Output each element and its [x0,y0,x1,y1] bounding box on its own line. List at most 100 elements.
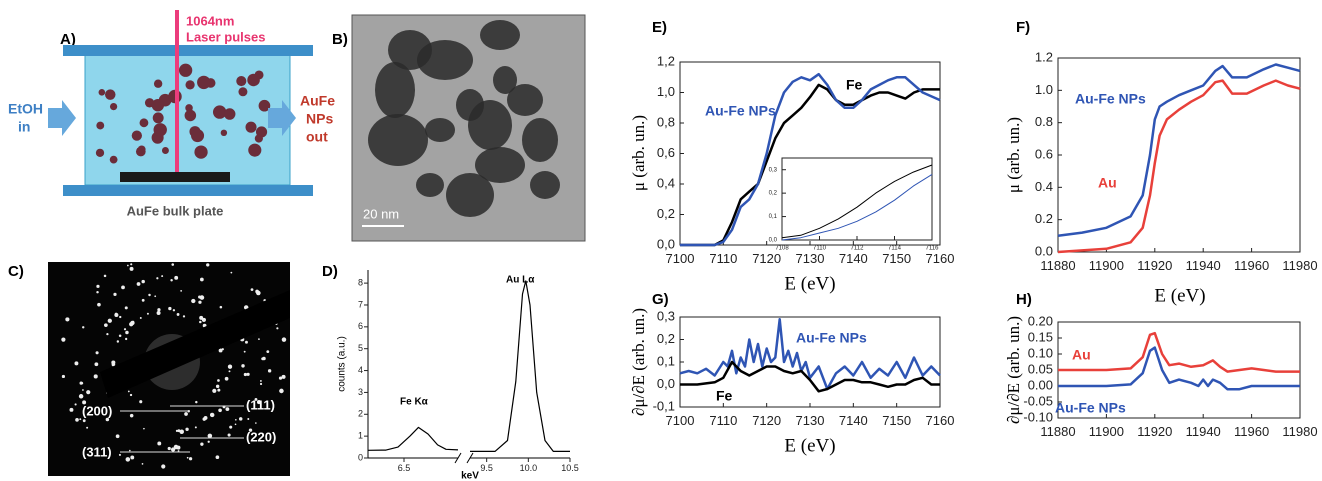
y-axis-label: ∂μ/∂E (arb. un.) [1004,316,1023,424]
nanoparticle [98,89,106,96]
spot [125,330,129,335]
x-tick-label: 7120 [752,251,781,266]
spot [148,293,151,297]
spot [115,434,120,439]
spot [78,394,84,399]
spot [143,427,145,430]
y-tick-label: 0.0 [1035,243,1053,258]
spot [129,266,134,271]
spot [129,322,134,327]
y-tick-label: 0.6 [1035,146,1053,161]
x-axis-label: E (eV) [1154,285,1205,306]
spot [136,282,141,286]
spot [156,277,159,280]
spot [170,447,176,452]
spot [224,376,229,381]
spot [74,361,79,366]
x-tick-label: 7116 [926,245,940,251]
spot [199,277,204,282]
spot [94,362,99,367]
panel-label: B) [332,31,348,48]
series-label: Au-Fe NPs [1055,400,1126,416]
x-tick-label: 7150 [882,251,911,266]
spot [230,271,233,274]
annotation: Fe Kα [400,397,429,408]
spot [74,403,77,406]
scale-bar-label: 20 nm [363,206,399,221]
spot [276,327,279,330]
spot [180,289,183,292]
y-tick-label: 0.10 [1028,345,1053,360]
series-label: Fe [846,77,863,93]
x-tick-label: 7140 [839,413,868,428]
spot [281,374,286,379]
spot [82,389,84,391]
series-label: Fe [716,388,733,404]
spot [235,418,237,421]
spot [258,338,260,341]
y-tick-label: 0.20 [1028,313,1053,328]
spot [106,333,109,336]
x-tick-label: 11880 [1040,424,1075,439]
series-line [1058,331,1300,373]
panel-label: C) [8,263,24,280]
x-tick-label: 11980 [1282,258,1317,273]
spot [279,388,284,394]
nanoparticle [184,109,197,122]
tem-particle [446,173,494,217]
x-tick-label: 11960 [1234,424,1269,439]
nanoparticle [194,145,208,159]
spot [97,302,101,307]
panel-label: H) [1016,291,1032,308]
y-tick-label: 7 [358,299,363,309]
tem-particle [507,84,543,116]
outlet-label: NPs [306,111,333,127]
spot [168,306,172,311]
series-label: Au-Fe NPs [1075,91,1146,107]
spot [157,308,161,312]
spot [186,456,189,459]
y-tick-label: 1,2 [657,53,675,68]
series-line [1057,79,1301,254]
y-tick-label: -0.10 [1023,409,1053,424]
spot [154,295,157,298]
x-tick-label: 10.5 [561,463,579,473]
series-line [680,72,941,247]
y-axis-label: ∂μ/∂E (arb. un.) [629,308,648,416]
outlet-arrow [268,100,296,136]
spot [65,317,70,322]
x-tick-label: 7110 [709,251,737,266]
spot [174,275,179,280]
spot [212,388,217,393]
nanoparticle [153,79,163,88]
spot [243,350,246,353]
spot [255,289,259,294]
nanoparticle [258,99,271,112]
tem-particle [425,118,455,142]
spot [182,315,186,318]
y-tick-label: 0,3 [769,167,778,173]
tem-particles [368,20,560,217]
spot [207,440,210,443]
spot [161,464,166,469]
inlet-label: in [18,119,30,135]
y-tick-label: 0,1 [769,214,778,220]
y-tick-label: 0.8 [1035,114,1053,129]
nanoparticle [212,105,227,119]
spot [113,292,117,296]
spot [184,412,188,416]
nanoparticle [238,87,248,97]
series-line [680,83,940,247]
spot [234,423,237,426]
nanoparticle [139,118,149,128]
spot [202,318,206,322]
spot [172,309,176,312]
laser-label: Laser pulses [186,29,266,44]
spot [281,337,287,342]
spot [156,311,161,316]
spot [245,340,248,344]
tem-particle [416,173,444,197]
nanoparticle [96,121,105,130]
spot [259,382,263,386]
